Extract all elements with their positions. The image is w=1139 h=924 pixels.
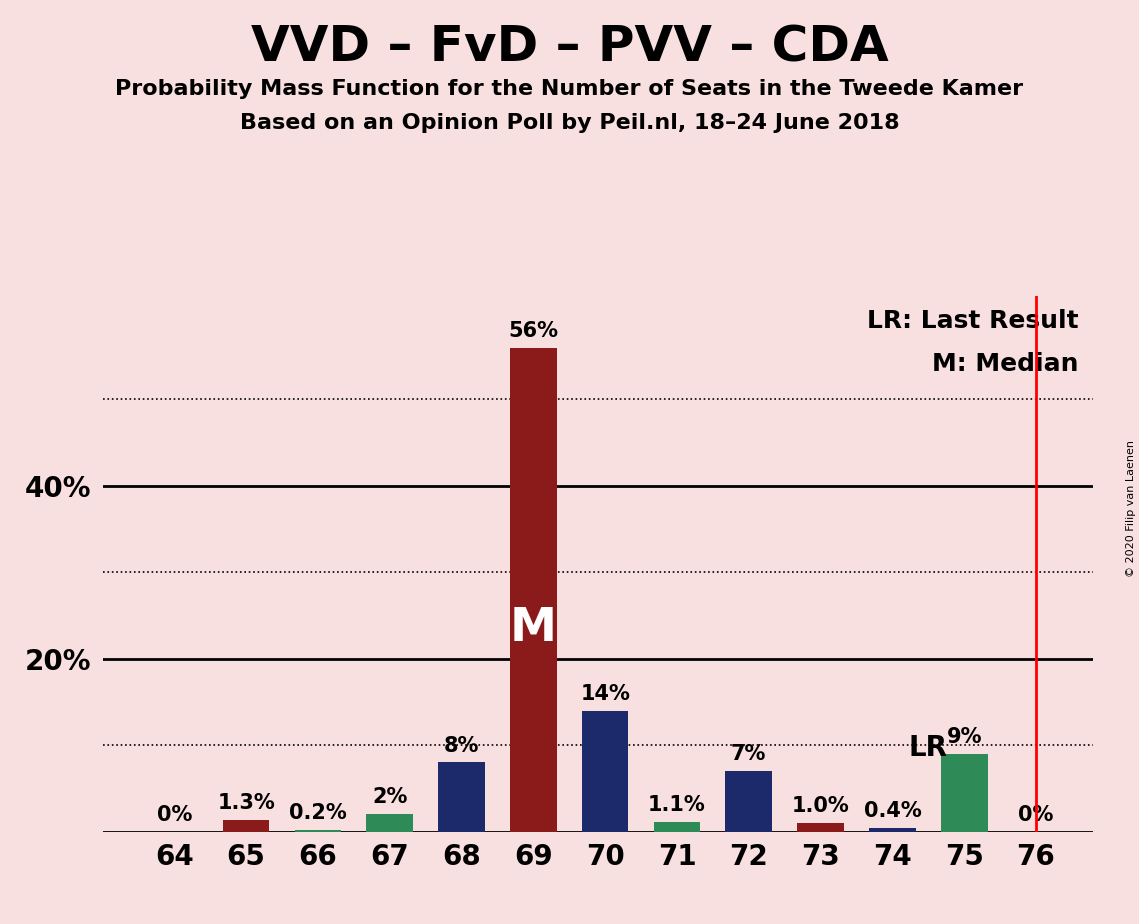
Bar [223,821,270,832]
Bar [726,772,772,832]
Text: VVD – FvD – PVV – CDA: VVD – FvD – PVV – CDA [251,23,888,71]
Bar [797,823,844,832]
Text: Probability Mass Function for the Number of Seats in the Tweede Kamer: Probability Mass Function for the Number… [115,79,1024,99]
Text: 0.2%: 0.2% [289,803,346,823]
Text: LR: LR [909,735,948,762]
Text: 0.4%: 0.4% [863,801,921,821]
Text: M: Median: M: Median [932,352,1079,376]
Text: 9%: 9% [947,727,982,747]
Bar [367,814,413,832]
Bar [439,762,485,832]
Bar [295,830,342,832]
Bar [941,754,988,832]
Text: 2%: 2% [372,787,408,808]
Text: 1.0%: 1.0% [792,796,850,816]
Text: M: M [510,606,557,650]
Bar [869,828,916,832]
Bar [510,347,557,832]
Bar [582,711,629,832]
Bar [654,822,700,832]
Text: Based on an Opinion Poll by Peil.nl, 18–24 June 2018: Based on an Opinion Poll by Peil.nl, 18–… [239,113,900,133]
Text: 56%: 56% [508,321,558,341]
Text: 8%: 8% [444,736,480,756]
Text: 0%: 0% [157,805,192,825]
Text: LR: Last Result: LR: Last Result [867,310,1079,333]
Text: 7%: 7% [731,744,767,764]
Text: 0%: 0% [1018,805,1054,825]
Text: © 2020 Filip van Laenen: © 2020 Filip van Laenen [1125,440,1136,577]
Text: 14%: 14% [580,684,630,704]
Text: 1.1%: 1.1% [648,796,706,815]
Text: 1.3%: 1.3% [218,794,274,813]
